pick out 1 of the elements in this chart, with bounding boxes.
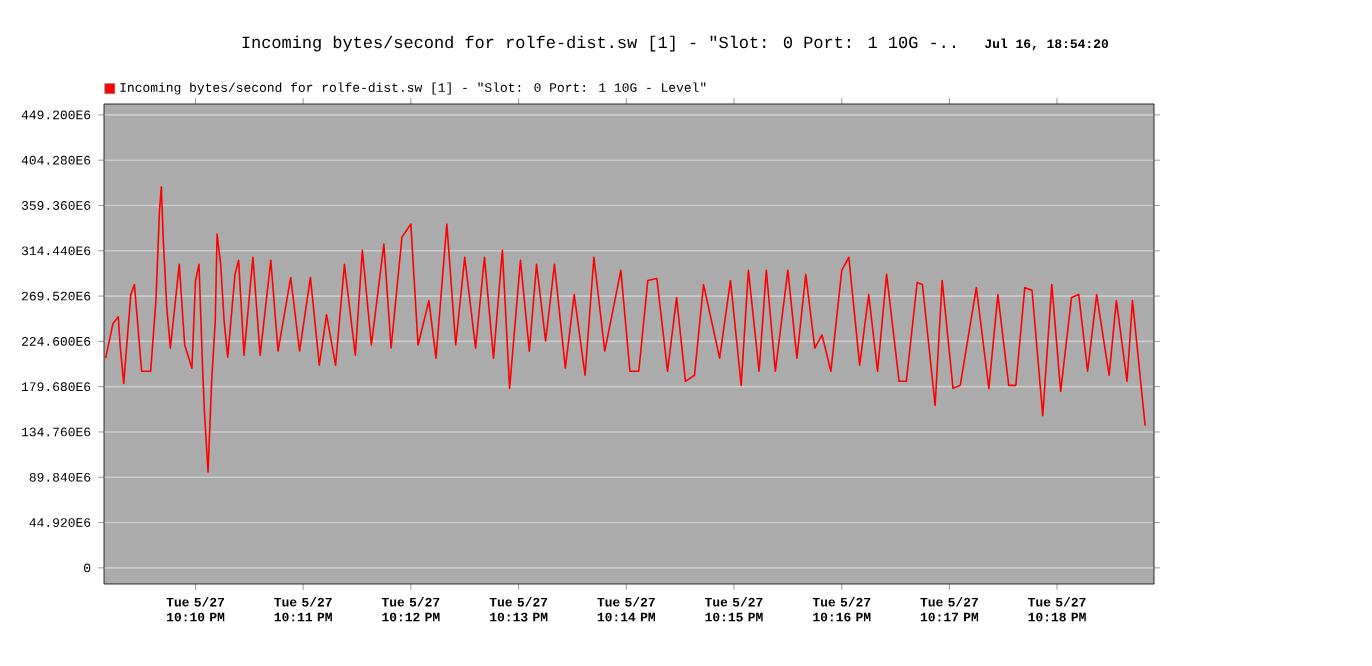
chart-title: Incoming bytes/second for rolfe-dist.sw [1] - "Slot: 0 Port: 1 10G -.. [242,35,955,52]
